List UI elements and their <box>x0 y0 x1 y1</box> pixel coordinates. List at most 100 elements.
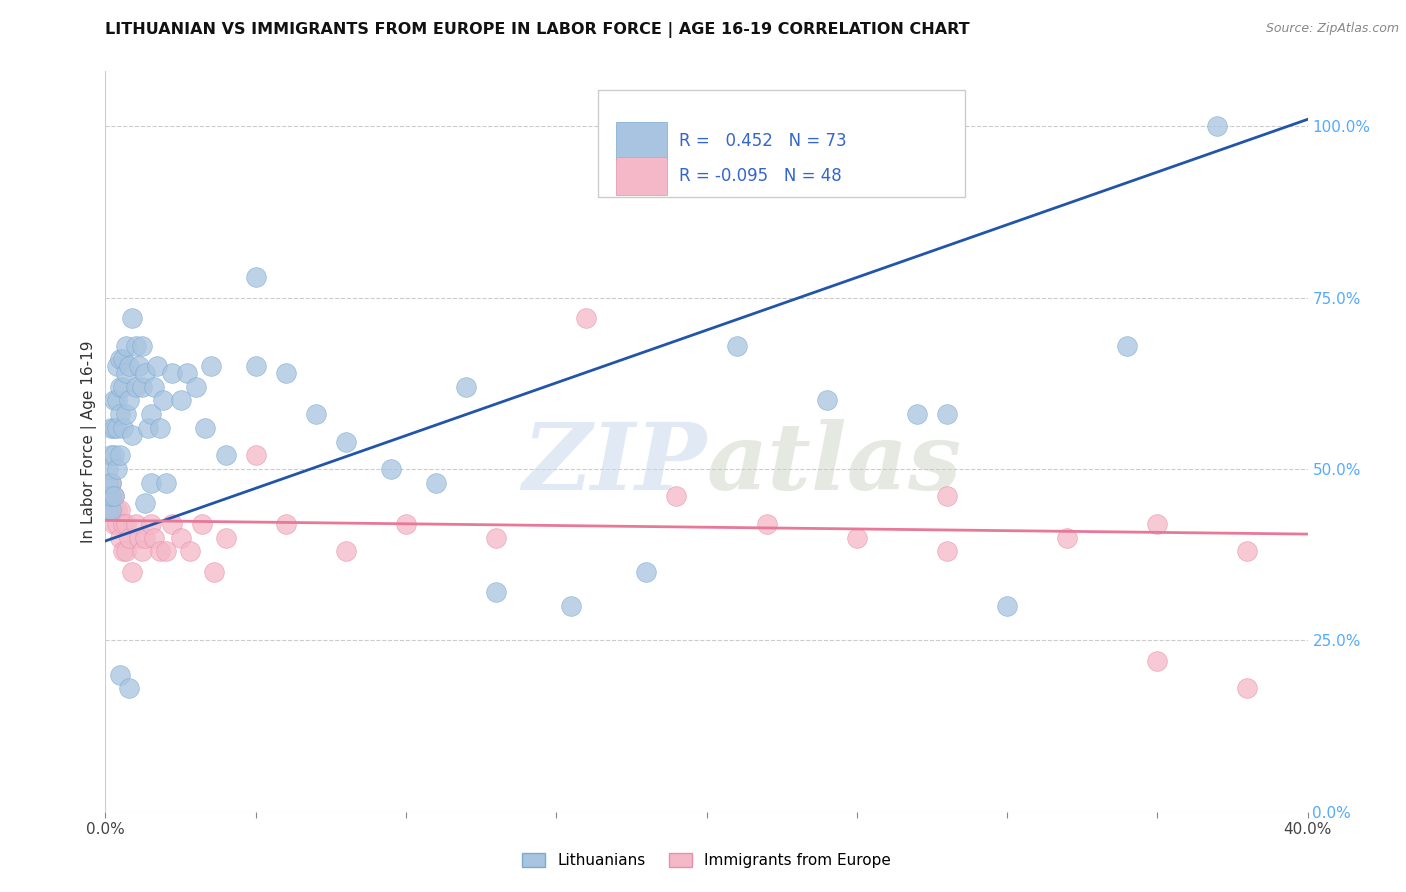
Point <box>1056 531 1078 545</box>
Point <box>1146 654 1168 668</box>
Point <box>100 475 122 490</box>
Point <box>100 448 122 462</box>
Legend: Lithuanians, Immigrants from Europe: Lithuanians, Immigrants from Europe <box>516 847 897 874</box>
Point <box>139 516 162 531</box>
Point <box>155 475 177 490</box>
Point <box>103 489 125 503</box>
Point <box>179 544 201 558</box>
Point <box>97 462 120 476</box>
Point <box>100 421 122 435</box>
Point <box>118 531 141 545</box>
Point <box>1206 119 1229 133</box>
Point <box>845 531 868 545</box>
Point <box>124 380 146 394</box>
Point <box>214 531 236 545</box>
Point <box>202 565 225 579</box>
Point <box>214 448 236 462</box>
Point <box>112 380 135 394</box>
Point <box>110 448 132 462</box>
Point <box>118 681 141 696</box>
Point <box>103 516 125 531</box>
Point <box>905 407 928 421</box>
Point <box>665 489 688 503</box>
Point <box>245 270 267 285</box>
Point <box>103 503 125 517</box>
Point <box>936 544 959 558</box>
Point <box>131 544 153 558</box>
Point <box>134 531 156 545</box>
Point <box>97 503 120 517</box>
Point <box>139 407 162 421</box>
Point <box>1236 681 1258 696</box>
Point <box>128 531 150 545</box>
Point <box>1116 338 1139 352</box>
Point <box>485 531 508 545</box>
Point <box>194 421 217 435</box>
Point <box>142 531 165 545</box>
Point <box>103 489 125 503</box>
Point <box>245 359 267 373</box>
Point <box>121 565 143 579</box>
Point <box>100 489 122 503</box>
Point <box>128 359 150 373</box>
Text: R =   0.452   N = 73: R = 0.452 N = 73 <box>679 132 846 150</box>
Point <box>454 380 477 394</box>
Point <box>152 393 174 408</box>
Point <box>142 380 165 394</box>
Point <box>245 448 267 462</box>
Point <box>1236 544 1258 558</box>
Point <box>97 489 120 503</box>
Text: LITHUANIAN VS IMMIGRANTS FROM EUROPE IN LABOR FORCE | AGE 16-19 CORRELATION CHAR: LITHUANIAN VS IMMIGRANTS FROM EUROPE IN … <box>105 22 970 38</box>
Point <box>103 448 125 462</box>
Point <box>110 503 132 517</box>
Point <box>425 475 447 490</box>
Point <box>103 393 125 408</box>
Point <box>107 393 129 408</box>
Point <box>115 366 138 380</box>
Text: Source: ZipAtlas.com: Source: ZipAtlas.com <box>1265 22 1399 36</box>
Point <box>103 421 125 435</box>
Point <box>136 421 159 435</box>
Text: atlas: atlas <box>707 418 962 508</box>
Point <box>107 359 129 373</box>
Point <box>148 421 170 435</box>
Point <box>131 380 153 394</box>
Point <box>936 489 959 503</box>
Point <box>97 503 120 517</box>
Point <box>160 366 183 380</box>
Point <box>936 407 959 421</box>
Point <box>110 667 132 681</box>
Point <box>755 516 778 531</box>
Point <box>155 544 177 558</box>
Point <box>97 489 120 503</box>
Point <box>145 359 167 373</box>
Point <box>110 380 132 394</box>
Text: ZIP: ZIP <box>522 418 707 508</box>
Point <box>148 544 170 558</box>
Point <box>110 407 132 421</box>
Point <box>107 503 129 517</box>
Point <box>124 338 146 352</box>
Point <box>112 352 135 367</box>
Point <box>169 531 191 545</box>
Point <box>115 338 138 352</box>
Point <box>190 516 212 531</box>
Point <box>575 311 598 326</box>
Point <box>134 366 156 380</box>
FancyBboxPatch shape <box>616 122 666 161</box>
FancyBboxPatch shape <box>599 90 965 197</box>
Y-axis label: In Labor Force | Age 16-19: In Labor Force | Age 16-19 <box>82 340 97 543</box>
Point <box>274 516 297 531</box>
Point <box>200 359 222 373</box>
Point <box>121 311 143 326</box>
Point <box>169 393 191 408</box>
Point <box>107 462 129 476</box>
Point <box>335 544 357 558</box>
Point <box>112 544 135 558</box>
Point <box>115 544 138 558</box>
Point <box>176 366 198 380</box>
Point <box>305 407 328 421</box>
Point <box>100 503 122 517</box>
Point <box>139 475 162 490</box>
Point <box>485 585 508 599</box>
